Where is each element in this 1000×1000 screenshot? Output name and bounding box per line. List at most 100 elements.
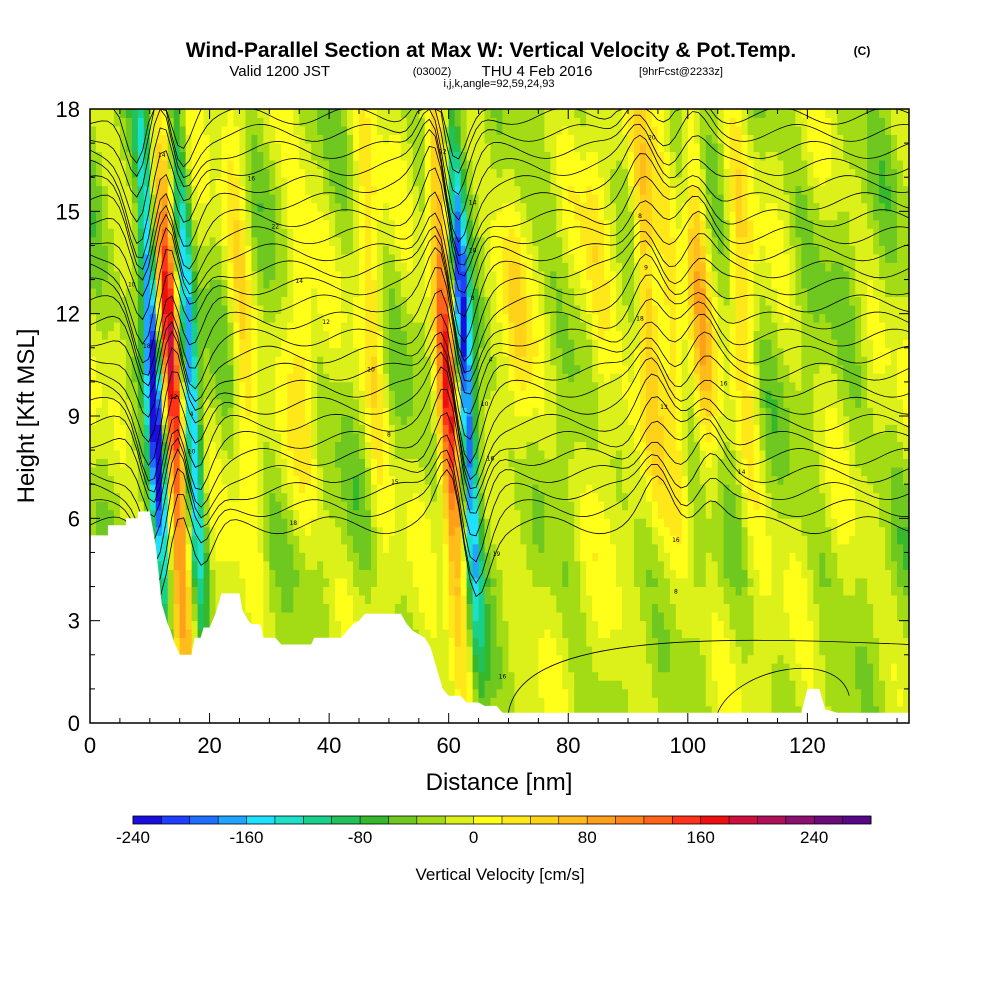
velocity-cell	[466, 526, 473, 536]
velocity-cell	[329, 509, 336, 519]
velocity-cell	[496, 560, 503, 570]
velocity-cell	[311, 398, 318, 408]
velocity-cell	[490, 492, 497, 502]
velocity-cell	[436, 194, 444, 204]
velocity-cell	[203, 177, 210, 187]
velocity-cell	[275, 347, 282, 357]
velocity-cell	[173, 390, 181, 400]
velocity-cell	[376, 236, 384, 246]
velocity-cell	[376, 569, 384, 579]
velocity-cell	[173, 339, 181, 349]
velocity-cell	[293, 543, 300, 553]
velocity-cell	[448, 271, 456, 280]
velocity-cell	[364, 151, 372, 161]
velocity-cell	[90, 151, 97, 161]
velocity-cell	[251, 236, 258, 246]
velocity-cell	[131, 194, 139, 204]
velocity-cell	[436, 211, 444, 221]
velocity-cell	[430, 177, 438, 187]
velocity-cell	[299, 202, 306, 212]
velocity-cell	[472, 697, 479, 707]
velocity-cell	[460, 441, 468, 451]
velocity-cell	[191, 620, 199, 630]
velocity-cell	[484, 603, 491, 613]
velocity-cell	[227, 202, 234, 212]
velocity-cell	[197, 134, 204, 144]
velocity-cell	[131, 117, 139, 127]
velocity-cell	[101, 398, 109, 408]
velocity-cell	[269, 288, 276, 298]
velocity-cell	[448, 211, 456, 221]
velocity-cell	[209, 322, 216, 332]
velocity-cell	[448, 373, 456, 383]
velocity-cell	[227, 262, 234, 272]
velocity-cell	[460, 509, 468, 519]
velocity-cell	[119, 492, 127, 502]
velocity-cell	[197, 219, 204, 229]
velocity-cell	[197, 390, 204, 400]
velocity-cell	[221, 526, 228, 536]
velocity-cell	[245, 441, 252, 451]
velocity-cell	[101, 373, 109, 383]
velocity-cell	[269, 151, 276, 161]
velocity-cell	[239, 177, 246, 187]
velocity-cell	[335, 595, 342, 605]
velocity-cell	[263, 245, 270, 255]
velocity-cell	[245, 458, 252, 468]
velocity-cell	[257, 236, 264, 246]
velocity-cell	[442, 526, 450, 536]
velocity-cell	[436, 509, 444, 519]
velocity-cell	[185, 168, 193, 178]
velocity-cell	[484, 586, 491, 596]
velocity-cell	[406, 552, 414, 562]
velocity-cell	[143, 347, 151, 357]
velocity-cell	[173, 143, 181, 153]
velocity-cell	[233, 475, 240, 485]
velocity-cell	[173, 296, 181, 306]
velocity-cell	[430, 330, 438, 340]
velocity-cell	[382, 467, 390, 477]
velocity-cell	[460, 586, 468, 596]
velocity-cell	[149, 339, 157, 349]
velocity-cell	[90, 339, 97, 349]
velocity-cell	[317, 450, 324, 460]
velocity-cell	[430, 398, 438, 408]
velocity-cell	[263, 509, 270, 519]
velocity-cell	[149, 330, 157, 340]
velocity-cell	[143, 211, 151, 221]
velocity-cell	[149, 407, 157, 417]
velocity-cell	[299, 126, 306, 135]
velocity-cell	[484, 612, 491, 622]
velocity-cell	[90, 347, 97, 357]
velocity-cell	[131, 296, 139, 306]
velocity-cell	[341, 501, 348, 511]
velocity-cell	[311, 330, 318, 340]
velocity-cell	[323, 322, 330, 332]
velocity-cell	[215, 271, 222, 280]
velocity-cell	[179, 595, 187, 605]
velocity-cell	[341, 262, 348, 272]
velocity-cell	[197, 194, 204, 204]
velocity-cell	[305, 228, 312, 238]
velocity-cell	[376, 578, 384, 587]
velocity-cell	[490, 185, 497, 195]
velocity-cell	[472, 424, 479, 434]
velocity-cell	[382, 390, 390, 400]
velocity-cell	[370, 458, 378, 468]
velocity-cell	[412, 253, 420, 263]
velocity-cell	[101, 288, 109, 298]
velocity-cell	[245, 586, 252, 596]
velocity-cell	[341, 467, 348, 477]
velocity-cell	[173, 168, 181, 178]
velocity-cell	[388, 313, 396, 323]
velocity-cell	[335, 160, 342, 170]
velocity-cell	[359, 560, 366, 570]
velocity-cell	[131, 390, 139, 400]
velocity-cell	[185, 177, 193, 187]
velocity-cell	[203, 296, 210, 306]
velocity-cell	[95, 467, 103, 477]
velocity-cell	[113, 126, 121, 135]
velocity-cell	[502, 637, 509, 647]
velocity-cell	[311, 211, 318, 221]
velocity-cell	[137, 253, 145, 263]
